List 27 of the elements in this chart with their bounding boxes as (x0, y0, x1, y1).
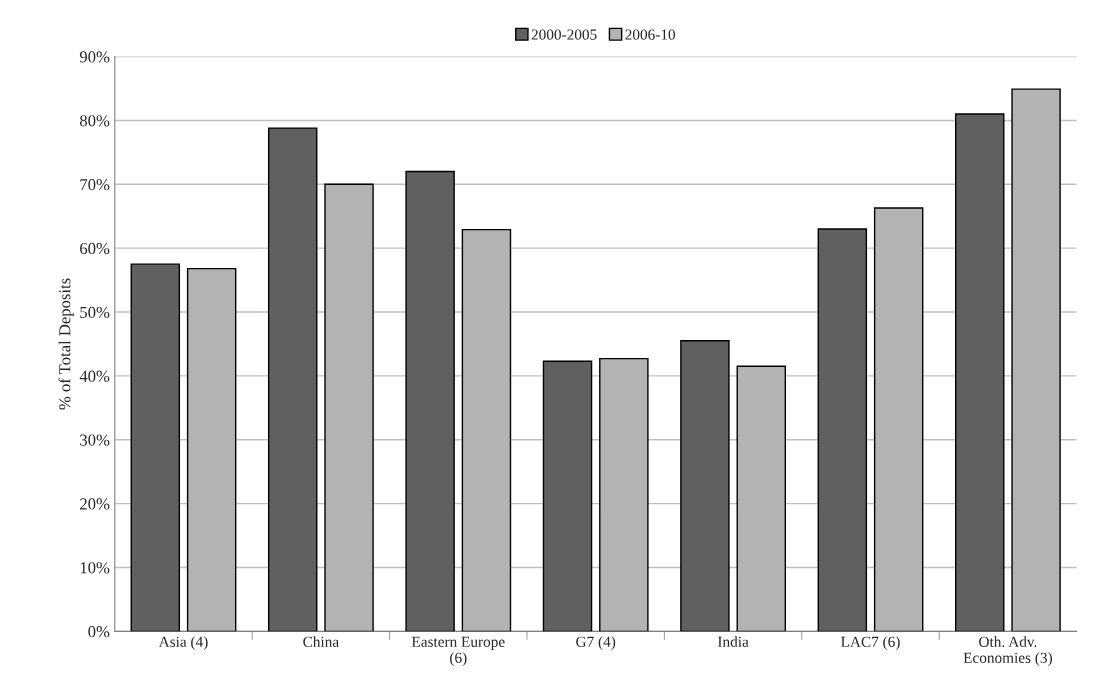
legend-label: 2006-10 (625, 29, 676, 40)
x-tick-label: G7 (4) (576, 636, 616, 651)
y-tick-label: 20% (80, 498, 110, 510)
bar (954, 113, 1005, 632)
bar (405, 170, 455, 632)
y-tick-label: 80% (79, 115, 110, 127)
bar (542, 360, 593, 632)
y-tick-label: 10% (80, 562, 110, 574)
x-tick-label: China (303, 636, 339, 647)
y-axis-title: % of Total Deposits (58, 278, 74, 410)
bar (817, 228, 868, 632)
bar (267, 127, 318, 632)
y-tick-label: 40% (79, 370, 110, 382)
y-tick-label: 90% (79, 51, 110, 63)
bar (680, 340, 730, 632)
legend-label: 2000-2005 (531, 29, 597, 40)
x-tick-label: Eastern Europe (6) (411, 636, 505, 667)
x-tick-label: Asia (4) (158, 636, 208, 651)
y-tick-label: 30% (80, 434, 110, 446)
x-tick-label: Oth. Adv. Economies (3) (963, 636, 1052, 667)
y-tick-label: 60% (80, 242, 110, 255)
y-tick-label: 70% (80, 179, 110, 191)
x-tick-label: India (717, 636, 749, 647)
y-tick-label: 50% (80, 306, 110, 319)
y-tick-label: 0% (88, 626, 110, 638)
bar (130, 263, 181, 632)
x-tick-label: LAC7 (6) (841, 636, 900, 651)
